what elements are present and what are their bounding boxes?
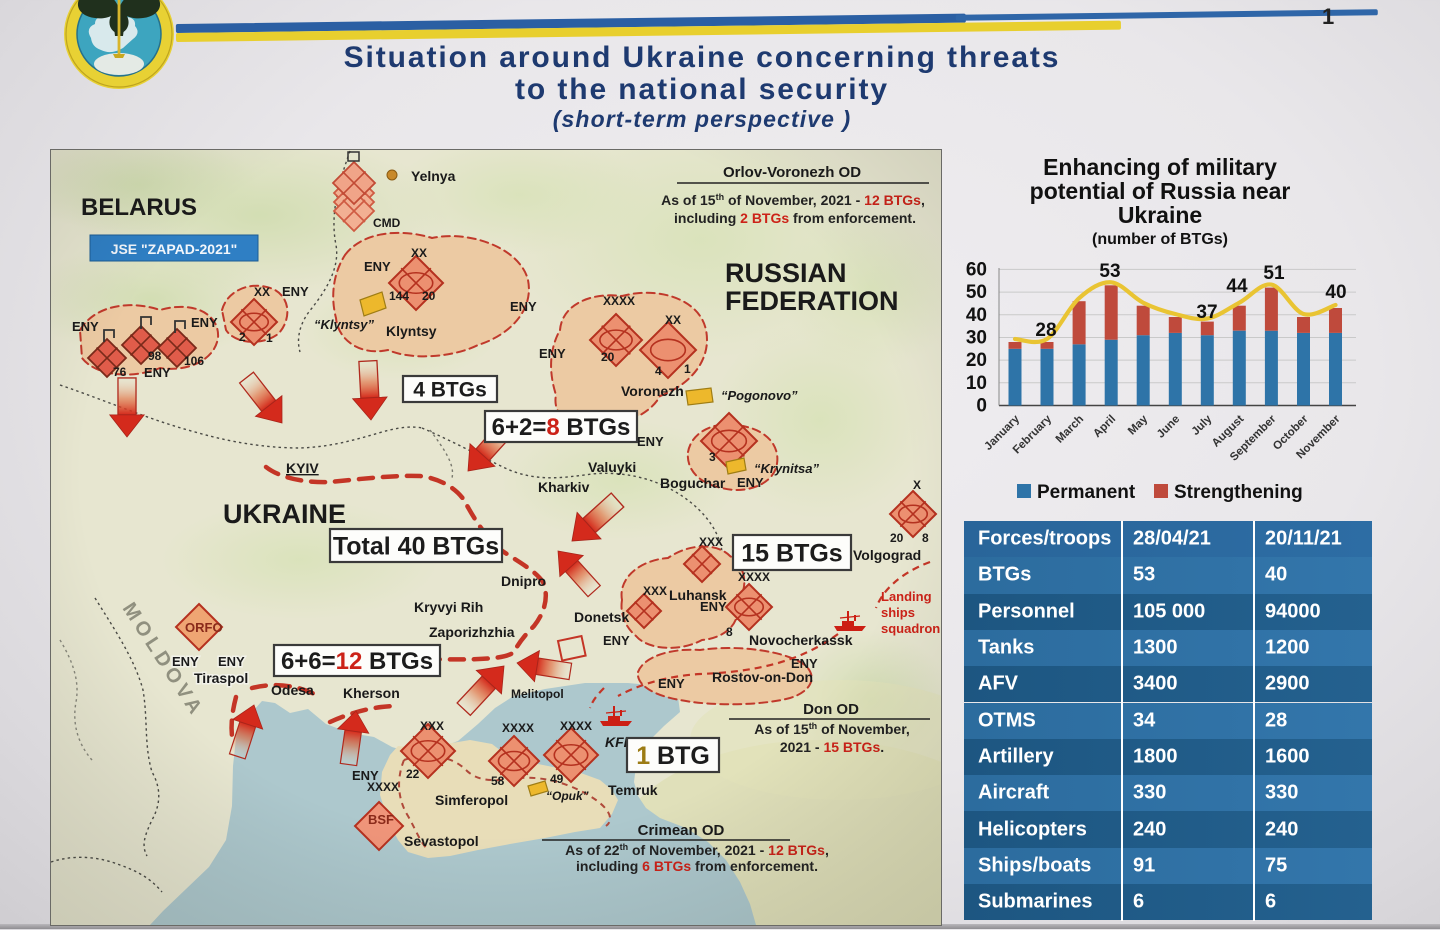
svg-text:53: 53 — [1099, 261, 1120, 282]
svg-text:50: 50 — [966, 282, 987, 303]
svg-text:potential of Russia near: potential of Russia near — [1030, 178, 1291, 204]
svg-text:30: 30 — [966, 328, 987, 349]
svg-text:40: 40 — [1325, 282, 1346, 303]
svg-text:60: 60 — [966, 259, 987, 280]
svg-text:37: 37 — [1196, 302, 1217, 323]
svg-text:0: 0 — [976, 396, 987, 417]
svg-text:June: June — [1155, 413, 1182, 440]
svg-text:20: 20 — [966, 350, 987, 371]
svg-text:44: 44 — [1226, 276, 1248, 297]
svg-text:51: 51 — [1263, 263, 1285, 284]
svg-text:Strengthening: Strengthening — [1174, 482, 1303, 503]
svg-text:28: 28 — [1035, 320, 1056, 341]
svg-text:(number of BTGs): (number of BTGs) — [1092, 231, 1228, 248]
svg-text:April: April — [1091, 413, 1118, 440]
svg-text:10: 10 — [966, 373, 987, 394]
svg-text:March: March — [1054, 413, 1086, 445]
svg-text:Enhancing of military: Enhancing of military — [1043, 154, 1277, 180]
svg-text:July: July — [1190, 413, 1215, 438]
svg-text:May: May — [1126, 413, 1151, 438]
svg-text:Ukraine: Ukraine — [1118, 202, 1202, 228]
svg-text:Permanent: Permanent — [1037, 482, 1136, 503]
svg-text:40: 40 — [966, 305, 987, 326]
